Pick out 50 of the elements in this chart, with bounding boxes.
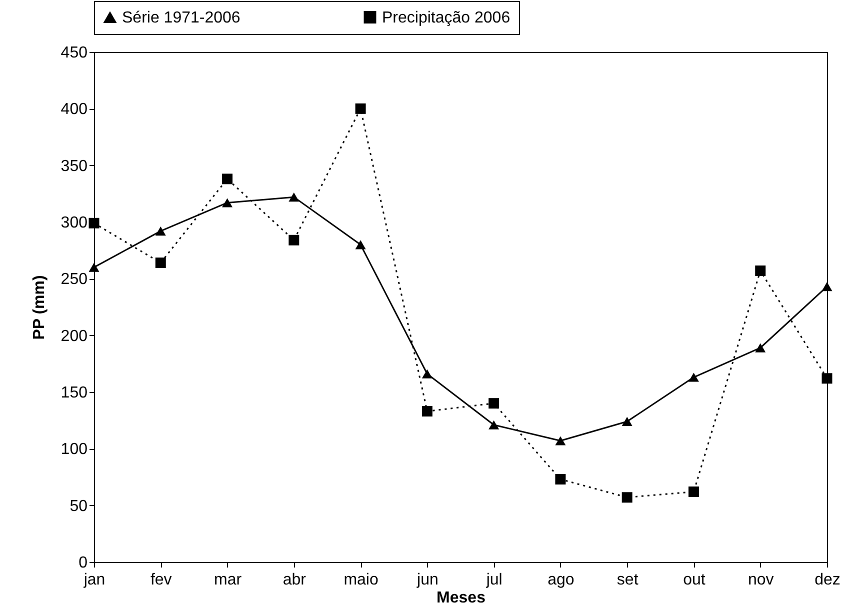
y-tick-label: 50 (70, 498, 88, 515)
x-tick-label: set (616, 572, 639, 588)
point (555, 436, 566, 446)
point (822, 282, 832, 292)
legend-label: Série 1971-2006 (122, 10, 240, 26)
y-tick-label: 0 (78, 554, 88, 572)
point (822, 373, 832, 384)
point (222, 174, 233, 184)
y-tick-label: 300 (60, 214, 88, 232)
x-tick-label: jul (485, 572, 502, 588)
point (155, 258, 166, 268)
point (422, 406, 432, 417)
x-tick-label: dez (814, 572, 840, 588)
point (555, 474, 566, 485)
x-tick-label: out (683, 572, 706, 588)
point (688, 486, 699, 497)
point (422, 369, 432, 378)
y-tick-label: 450 (60, 44, 88, 62)
x-tick-label: mar (214, 572, 242, 588)
point (88, 262, 100, 272)
x-tick-label: jun (416, 572, 438, 588)
point (622, 416, 632, 426)
x-tick-label: nov (748, 572, 774, 588)
y-tick-label: 250 (60, 271, 88, 288)
point (488, 420, 500, 430)
y-tick-label: 100 (60, 441, 88, 458)
point (755, 265, 766, 276)
point (688, 372, 699, 382)
point (288, 192, 300, 202)
point (155, 226, 166, 236)
point (488, 398, 500, 409)
x-tick-label: jan (82, 572, 106, 588)
point (88, 218, 100, 228)
point (355, 240, 366, 250)
x-tick-label: ago (548, 572, 574, 588)
x-tick-label: fev (150, 572, 172, 588)
point (622, 492, 632, 503)
y-tick-label: 350 (60, 158, 88, 175)
x-axis-title: Meses (436, 590, 486, 606)
point (288, 234, 300, 246)
point (355, 103, 366, 114)
y-tick-label: 400 (60, 101, 88, 118)
y-axis-title: PP (mm) (30, 275, 48, 340)
x-tick-label: maio (344, 572, 378, 588)
point (222, 198, 233, 208)
y-tick-label: 150 (60, 384, 88, 402)
y-tick-label: 200 (60, 328, 88, 345)
legend-label: Precipitação 2006 (382, 9, 510, 26)
x-tick-label: abr (282, 572, 307, 588)
point (755, 343, 766, 352)
